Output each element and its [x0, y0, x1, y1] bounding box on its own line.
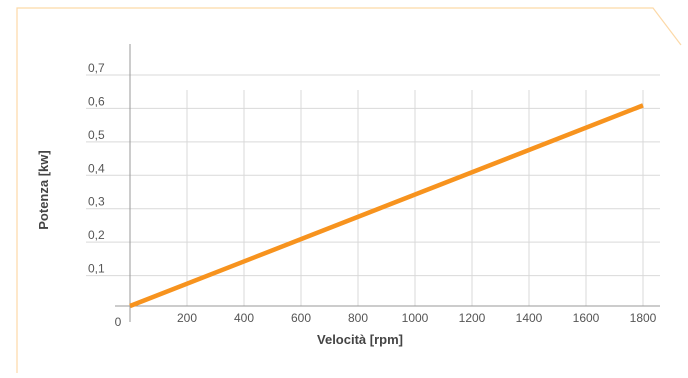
x-tick-label: 1000 — [402, 311, 429, 325]
y-tick-label: 0,4 — [88, 161, 105, 175]
x-tick-label: 1200 — [459, 311, 486, 325]
y-tick-label: 0,2 — [88, 228, 105, 242]
y-tick-label: 0,3 — [88, 195, 105, 209]
x-tick-label: 600 — [291, 311, 311, 325]
y-tick-label: 0,6 — [88, 94, 105, 108]
x-axis-title: Velocità [rpm] — [317, 332, 403, 347]
y-tick-label: 0,1 — [88, 262, 105, 276]
x-tick-label: 800 — [348, 311, 368, 325]
x-tick-label: 1600 — [573, 311, 600, 325]
axes — [115, 44, 660, 322]
y-tick-label: 0,7 — [88, 61, 105, 75]
frame-border — [16, 7, 682, 373]
x-tick-label: 200 — [177, 311, 197, 325]
x-tick-label: 1400 — [516, 311, 543, 325]
series — [129, 103, 644, 309]
x-tick-label: 400 — [234, 311, 254, 325]
origin-label: 0 — [115, 315, 122, 329]
y-axis-title: Potenza [kw] — [36, 150, 51, 229]
x-tick-label: 1800 — [630, 311, 657, 325]
tick-labels: 0,1 0,2 0,3 0,4 0,5 0,6 0,7 200 400 600 800 1000 120… — [88, 61, 657, 329]
series-line — [129, 103, 644, 309]
grid — [86, 74, 660, 306]
y-tick-label: 0,5 — [88, 128, 105, 142]
